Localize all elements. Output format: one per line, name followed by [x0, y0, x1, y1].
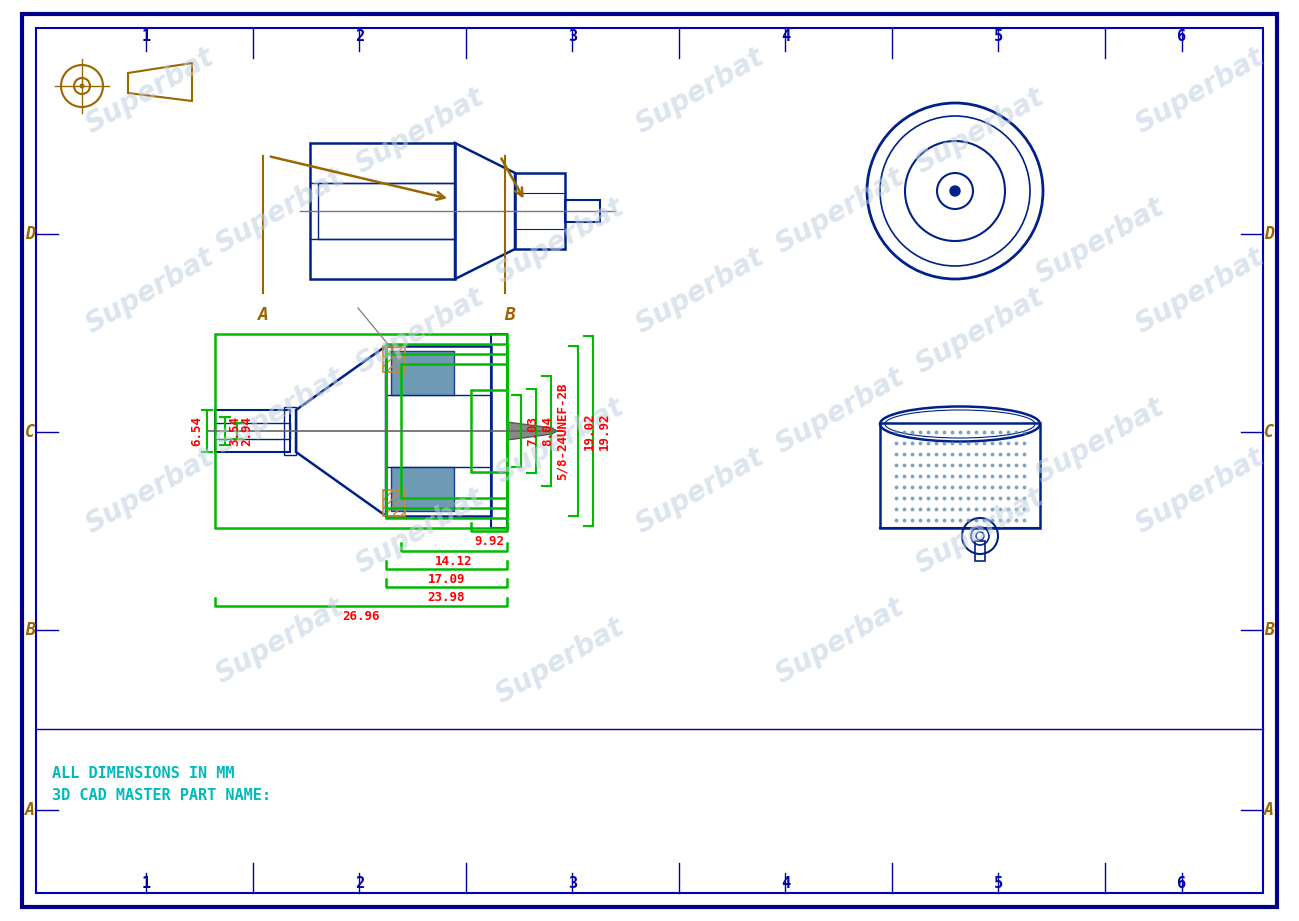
Text: Superbat: Superbat — [770, 163, 909, 259]
Circle shape — [950, 186, 960, 196]
Text: 4: 4 — [781, 29, 790, 44]
Text: 23.98: 23.98 — [427, 591, 465, 604]
Text: A: A — [1264, 801, 1274, 819]
Bar — [383, 346, 405, 372]
Text: 4: 4 — [781, 876, 790, 891]
Polygon shape — [507, 422, 557, 440]
Circle shape — [79, 84, 84, 88]
Text: Superbat: Superbat — [491, 612, 629, 709]
Text: 6: 6 — [1177, 29, 1186, 44]
Bar — [879, 423, 1040, 528]
Bar — [383, 490, 405, 516]
Text: 19.02: 19.02 — [583, 413, 596, 449]
Text: D: D — [1264, 225, 1274, 243]
Text: 7.03: 7.03 — [526, 416, 539, 446]
Text: Superbat: Superbat — [630, 43, 769, 139]
Text: B: B — [1264, 621, 1274, 639]
Text: Superbat: Superbat — [351, 483, 490, 579]
Bar — [565, 200, 600, 222]
Bar — [514, 173, 565, 249]
Bar — [391, 467, 453, 511]
Text: Superbat: Superbat — [1130, 443, 1269, 539]
Text: 6.54: 6.54 — [191, 416, 204, 446]
Text: 17.09: 17.09 — [427, 573, 465, 586]
Text: Superbat: Superbat — [351, 83, 490, 179]
Text: Superbat: Superbat — [351, 283, 490, 379]
Text: 5/8-24UNEF-2B: 5/8-24UNEF-2B — [556, 382, 569, 480]
Text: 1: 1 — [142, 876, 151, 891]
Text: B: B — [504, 306, 516, 324]
Text: Superbat: Superbat — [911, 83, 1050, 179]
Text: Superbat: Superbat — [491, 393, 629, 489]
Text: Superbat: Superbat — [1030, 393, 1169, 489]
Text: 8.04: 8.04 — [540, 416, 553, 446]
Bar — [386, 354, 507, 508]
Text: 3: 3 — [568, 29, 577, 44]
Text: 2: 2 — [355, 29, 364, 44]
Text: Superbat: Superbat — [770, 593, 909, 689]
Text: A: A — [25, 801, 35, 819]
Bar — [284, 407, 296, 455]
Text: 26.96: 26.96 — [342, 610, 379, 623]
Text: 3.54: 3.54 — [229, 416, 242, 446]
Bar — [976, 541, 985, 561]
Text: 2: 2 — [355, 876, 364, 891]
Bar — [216, 423, 290, 439]
Text: Superbat: Superbat — [81, 43, 220, 139]
Text: Superbat: Superbat — [770, 363, 909, 460]
Text: Superbat: Superbat — [1030, 192, 1169, 289]
Bar — [318, 183, 455, 239]
Text: Superbat: Superbat — [630, 243, 769, 339]
Text: Superbat: Superbat — [1130, 43, 1269, 139]
Text: C: C — [1264, 423, 1274, 441]
Text: Superbat: Superbat — [911, 483, 1050, 579]
Text: ALL DIMENSIONS IN MM
3D CAD MASTER PART NAME:: ALL DIMENSIONS IN MM 3D CAD MASTER PART … — [52, 766, 271, 803]
Text: C: C — [25, 423, 35, 441]
Bar — [386, 346, 491, 516]
Text: Superbat: Superbat — [911, 283, 1050, 379]
Text: 9.92: 9.92 — [474, 535, 504, 548]
Text: 19.92: 19.92 — [598, 413, 611, 449]
Text: A: A — [257, 306, 269, 324]
Text: Superbat: Superbat — [210, 363, 349, 460]
Bar — [216, 410, 290, 452]
Text: B: B — [25, 621, 35, 639]
Text: D: D — [25, 225, 35, 243]
Bar — [391, 351, 453, 395]
Text: Superbat: Superbat — [81, 243, 220, 339]
Bar — [401, 364, 507, 498]
Text: Superbat: Superbat — [81, 443, 220, 539]
Bar — [216, 334, 507, 528]
Text: Superbat: Superbat — [210, 163, 349, 259]
Text: 5: 5 — [994, 876, 1003, 891]
Text: Superbat: Superbat — [210, 593, 349, 689]
Text: 6: 6 — [1177, 876, 1186, 891]
Text: 1: 1 — [142, 29, 151, 44]
Bar — [491, 334, 507, 528]
Text: 2.94: 2.94 — [240, 416, 253, 446]
Text: 14.12: 14.12 — [435, 555, 473, 568]
Bar — [310, 143, 455, 279]
Bar — [386, 344, 507, 518]
Text: Superbat: Superbat — [1130, 243, 1269, 339]
Text: Superbat: Superbat — [491, 192, 629, 289]
Text: 3: 3 — [568, 876, 577, 891]
Text: Superbat: Superbat — [630, 443, 769, 539]
Bar — [386, 395, 491, 467]
Text: 5: 5 — [994, 29, 1003, 44]
Bar — [472, 390, 507, 472]
